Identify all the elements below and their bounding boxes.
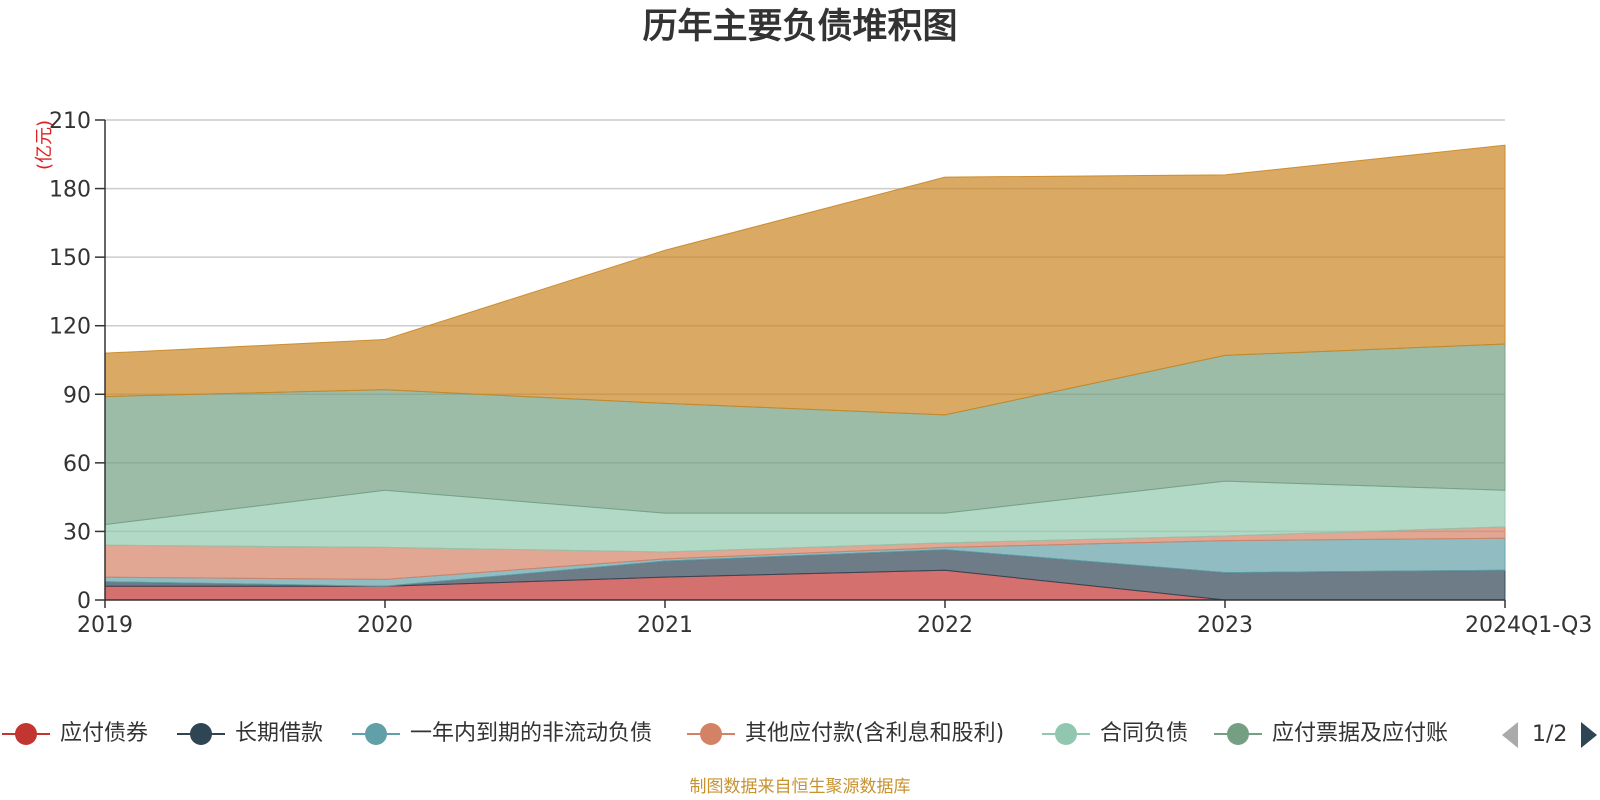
- x-tick-label: 2021: [637, 613, 693, 638]
- x-tick-label: 2022: [917, 613, 973, 638]
- y-tick-label: 60: [63, 452, 91, 477]
- legend: 应付债券 长期借款 一年内到期的非流动负债 其他应付款(含利息和股利) 合同负债 应付票据…: [0, 714, 1600, 754]
- legend-label: 其他应付款(含利息和股利): [745, 721, 1005, 746]
- legend-page-indicator: 1/2: [1532, 722, 1568, 747]
- y-tick-label: 0: [77, 589, 91, 614]
- legend-marker-icon: [687, 723, 735, 745]
- legend-item[interactable]: 长期借款: [175, 714, 323, 754]
- unit-label: (亿元): [34, 120, 55, 170]
- legend-marker-icon: [177, 723, 225, 745]
- legend-marker-icon: [1214, 723, 1262, 745]
- legend-label: 一年内到期的非流动负债: [410, 721, 653, 746]
- y-tick-label: 180: [49, 178, 91, 203]
- legend-marker-icon: [1042, 723, 1090, 745]
- legend-label: 应付票据及应付账: [1272, 721, 1449, 746]
- legend-label: 合同负债: [1100, 721, 1189, 746]
- chart-title: 历年主要负债堆积图: [642, 7, 958, 47]
- legend-item[interactable]: 一年内到期的非流动负债: [350, 714, 652, 754]
- next-page-icon[interactable]: [1579, 720, 1599, 750]
- legend-pager: 1/2: [1500, 718, 1599, 752]
- y-tick-label: 90: [63, 383, 91, 408]
- prev-page-icon[interactable]: [1500, 720, 1520, 750]
- source-note: 制图数据来自恒生聚源数据库: [689, 777, 911, 797]
- x-tick-label: 2020: [357, 613, 413, 638]
- x-tick-label: 2023: [1197, 613, 1253, 638]
- y-tick-label: 120: [49, 315, 91, 340]
- legend-item[interactable]: 应付票据及应付账: [1212, 714, 1448, 754]
- area-series-6: [104, 144, 1506, 416]
- y-tick-label: 150: [49, 246, 91, 271]
- legend-label: 应付债券: [60, 721, 149, 746]
- x-tick-label: 2019: [77, 613, 133, 638]
- y-tick-label: 210: [49, 109, 91, 134]
- legend-marker-icon: [2, 723, 50, 745]
- legend-item[interactable]: 合同负债: [1040, 714, 1188, 754]
- x-tick-label: 2024Q1-Q3: [1465, 613, 1592, 638]
- legend-label: 长期借款: [235, 721, 324, 746]
- legend-item[interactable]: 其他应付款(含利息和股利): [685, 714, 1004, 754]
- legend-marker-icon: [352, 723, 400, 745]
- legend-item[interactable]: 应付债券: [0, 714, 148, 754]
- y-tick-label: 30: [63, 520, 91, 545]
